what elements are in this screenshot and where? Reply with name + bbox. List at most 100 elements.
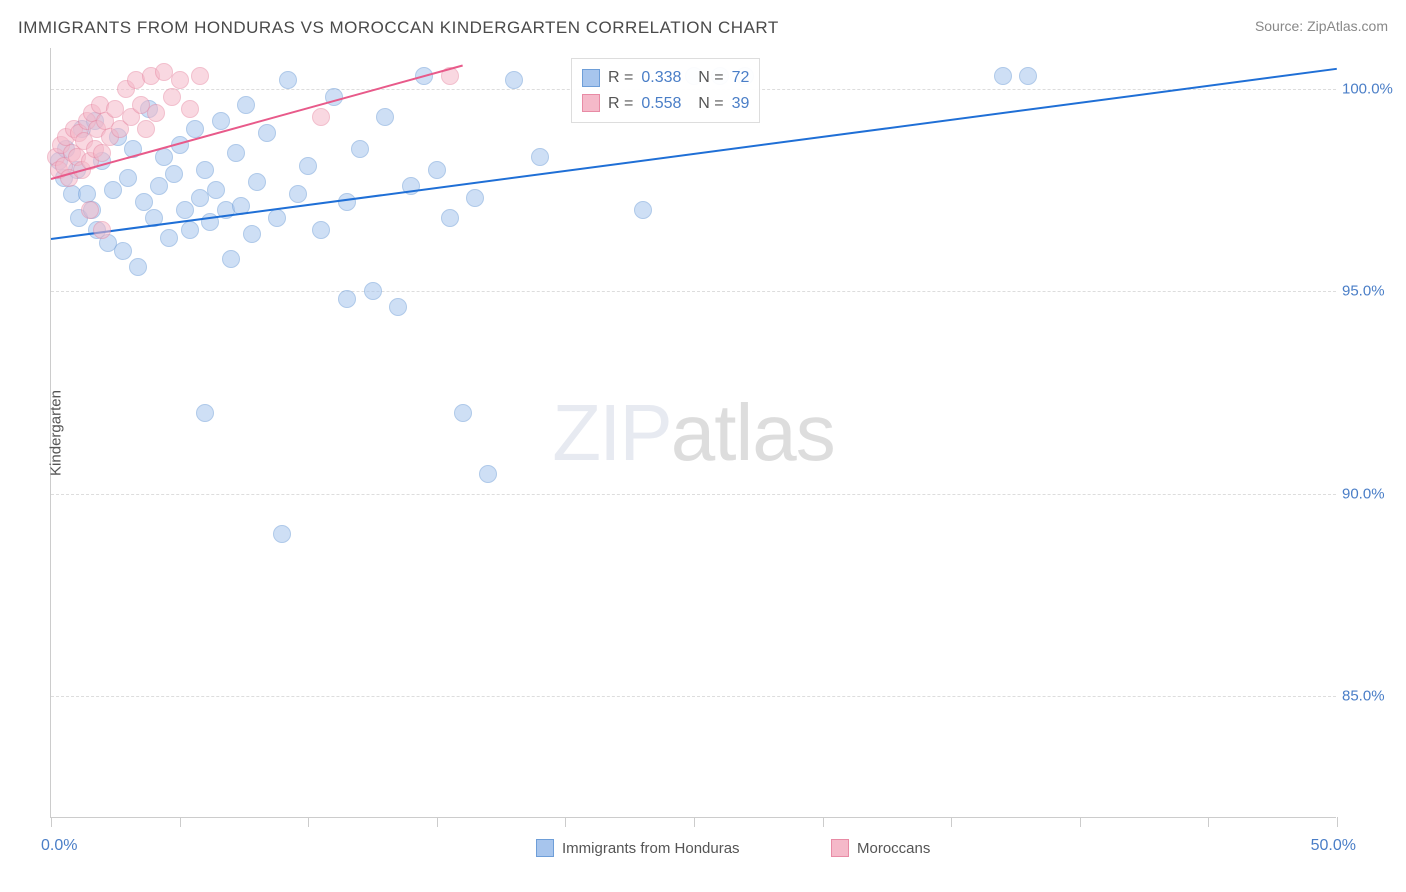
legend-label: Immigrants from Honduras <box>562 840 740 857</box>
data-point <box>93 144 111 162</box>
source-attribution: Source: ZipAtlas.com <box>1255 18 1388 34</box>
stats-r-label: R = <box>608 91 633 117</box>
stats-n-value: 72 <box>732 65 750 91</box>
legend-swatch <box>536 839 554 857</box>
data-point <box>994 67 1012 85</box>
data-point <box>163 88 181 106</box>
data-point <box>129 258 147 276</box>
stats-n-value: 39 <box>732 91 750 117</box>
data-point <box>212 112 230 130</box>
legend-swatch <box>831 839 849 857</box>
data-point <box>289 185 307 203</box>
x-tick <box>1080 817 1081 827</box>
data-point <box>505 71 523 89</box>
legend-swatch <box>582 69 600 87</box>
data-point <box>135 193 153 211</box>
data-point <box>273 525 291 543</box>
data-point <box>165 165 183 183</box>
data-point <box>376 108 394 126</box>
watermark-atlas: atlas <box>671 388 835 477</box>
x-tick <box>180 817 181 827</box>
data-point <box>191 67 209 85</box>
data-point <box>114 242 132 260</box>
data-point <box>81 201 99 219</box>
x-max-label: 50.0% <box>1311 837 1356 855</box>
data-point <box>279 71 297 89</box>
stats-r-value: 0.338 <box>641 65 681 91</box>
x-tick <box>694 817 695 827</box>
data-point <box>248 173 266 191</box>
data-point <box>222 250 240 268</box>
legend-label: Moroccans <box>857 840 930 857</box>
x-tick <box>308 817 309 827</box>
data-point <box>338 290 356 308</box>
data-point <box>466 189 484 207</box>
data-point <box>258 124 276 142</box>
bottom-legend-item: Moroccans <box>831 839 930 857</box>
data-point <box>93 221 111 239</box>
data-point <box>268 209 286 227</box>
data-point <box>104 181 122 199</box>
data-point <box>119 169 137 187</box>
data-point <box>389 298 407 316</box>
x-min-label: 0.0% <box>41 837 77 855</box>
data-point <box>171 71 189 89</box>
data-point <box>454 404 472 422</box>
x-tick <box>51 817 52 827</box>
x-tick <box>1337 817 1338 827</box>
data-point <box>634 201 652 219</box>
stats-row: R = 0.558 N = 39 <box>582 91 749 117</box>
data-point <box>196 404 214 422</box>
data-point <box>312 108 330 126</box>
data-point <box>176 201 194 219</box>
stats-n-label: N = <box>689 65 723 91</box>
data-point <box>181 221 199 239</box>
data-point <box>196 161 214 179</box>
x-tick <box>1208 817 1209 827</box>
bottom-legend-item: Immigrants from Honduras <box>536 839 740 857</box>
data-point <box>428 161 446 179</box>
y-tick-label: 100.0% <box>1342 80 1402 97</box>
data-point <box>147 104 165 122</box>
gridline <box>51 696 1336 697</box>
data-point <box>364 282 382 300</box>
stats-r-label: R = <box>608 65 633 91</box>
x-tick <box>951 817 952 827</box>
gridline <box>51 291 1336 292</box>
x-tick <box>565 817 566 827</box>
watermark-zip: ZIP <box>552 388 670 477</box>
data-point <box>150 177 168 195</box>
data-point <box>207 181 225 199</box>
y-tick-label: 90.0% <box>1342 485 1402 502</box>
data-point <box>312 221 330 239</box>
data-point <box>160 229 178 247</box>
stats-r-value: 0.558 <box>641 91 681 117</box>
x-tick <box>437 817 438 827</box>
data-point <box>299 157 317 175</box>
stats-row: R = 0.338 N = 72 <box>582 65 749 91</box>
data-point <box>227 144 245 162</box>
data-point <box>181 100 199 118</box>
chart-title: IMMIGRANTS FROM HONDURAS VS MOROCCAN KIN… <box>18 18 779 38</box>
data-point <box>1019 67 1037 85</box>
y-tick-label: 95.0% <box>1342 283 1402 300</box>
watermark: ZIPatlas <box>552 387 834 479</box>
stats-legend: R = 0.338 N = 72R = 0.558 N = 39 <box>571 58 760 123</box>
x-tick <box>823 817 824 827</box>
data-point <box>338 193 356 211</box>
data-point <box>243 225 261 243</box>
data-point <box>479 465 497 483</box>
data-point <box>441 209 459 227</box>
y-axis-title: Kindergarten <box>47 390 64 476</box>
source-name: ZipAtlas.com <box>1307 18 1388 34</box>
source-prefix: Source: <box>1255 18 1307 34</box>
stats-n-label: N = <box>689 91 723 117</box>
data-point <box>237 96 255 114</box>
data-point <box>351 140 369 158</box>
data-point <box>531 148 549 166</box>
legend-swatch <box>582 94 600 112</box>
y-tick-label: 85.0% <box>1342 688 1402 705</box>
gridline <box>51 494 1336 495</box>
data-point <box>137 120 155 138</box>
data-point <box>155 148 173 166</box>
